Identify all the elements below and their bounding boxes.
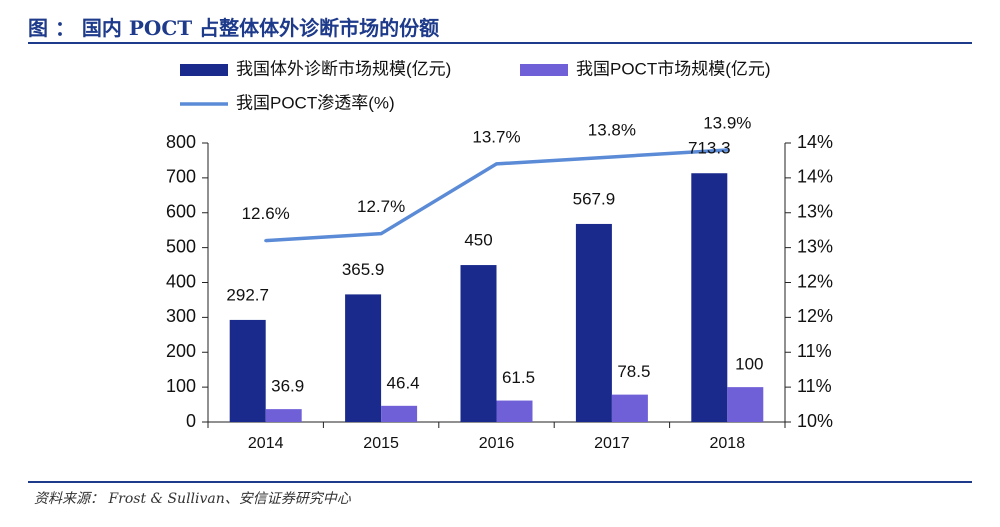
bar-poct	[496, 400, 533, 422]
rate-point	[495, 162, 498, 166]
legend-swatch	[180, 64, 228, 76]
y-left-tick-label: 300	[166, 306, 196, 326]
data-label-poct: 61.5	[502, 368, 535, 387]
y-right-tick-label: 11%	[797, 341, 832, 361]
x-tick-label: 2015	[363, 435, 399, 452]
bar-poct	[727, 387, 764, 422]
data-label-poct: 100	[735, 355, 763, 374]
rate-point	[610, 155, 614, 159]
line-series	[264, 148, 729, 243]
source-divider	[28, 481, 972, 483]
x-tick-label: 2017	[594, 435, 630, 452]
data-label-total: 567.9	[573, 189, 616, 208]
data-label-rate: 12.6%	[242, 204, 290, 223]
y-right-tick-label: 12%	[797, 306, 833, 326]
bar-total	[691, 173, 728, 422]
x-tick-label: 2016	[479, 435, 515, 452]
y-right-tick-label: 12%	[797, 271, 833, 291]
y-left-tick-label: 0	[186, 411, 196, 431]
y-left-tick-label: 200	[166, 341, 196, 361]
rate-point	[379, 232, 383, 236]
y-left-tick-label: 500	[166, 236, 196, 256]
legend-entry-label: 我国POCT渗透率(%)	[236, 93, 395, 112]
y-right-tick-label: 14%	[797, 167, 833, 187]
y-left-tick-label: 800	[166, 132, 196, 152]
data-label-rate: 12.7%	[357, 197, 405, 216]
legend-swatch	[520, 64, 568, 76]
y-right-tick-label: 14%	[797, 132, 833, 152]
title-divider	[28, 42, 972, 44]
rate-point	[725, 148, 729, 152]
bar-poct	[611, 394, 648, 422]
axes: 0 100 200 300 400 500 600 700 800 10% 11% 11% 12% 12%…	[166, 132, 833, 452]
legend-entry-label: 我国POCT市场规模(亿元)	[576, 59, 771, 78]
bars	[229, 173, 764, 422]
y-right-tick-label: 13%	[797, 202, 833, 222]
data-label-total: 713.3	[688, 139, 731, 158]
data-label-total: 292.7	[226, 285, 269, 304]
data-label-poct: 36.9	[271, 377, 304, 396]
data-label-total: 365.9	[342, 260, 385, 279]
data-label-rate: 13.8%	[588, 120, 636, 139]
rate-point	[264, 239, 268, 243]
bar-total	[229, 319, 266, 422]
y-right-tick-label: 11%	[797, 376, 832, 396]
figure-title: 图 ： 国内 POCT 占整体体外诊断市场的份额	[28, 16, 440, 40]
data-label-rate: 13.7%	[472, 127, 520, 146]
source-note: 资料来源： Frost & Sullivan、安信证券研究中心	[34, 491, 351, 507]
data-label-poct: 46.4	[387, 373, 420, 392]
bar-total	[460, 265, 497, 422]
x-tick-label: 2018	[710, 435, 746, 452]
y-right-tick-label: 13%	[797, 236, 833, 256]
bar-poct	[381, 405, 418, 422]
bar-total	[345, 294, 382, 422]
data-labels: 292.7 36.9 365.9 46.4 450 61.5 567.9 78.5 713.3 1…	[226, 113, 763, 395]
data-label-rate: 13.9%	[703, 113, 751, 132]
bar-total	[575, 223, 612, 422]
y-left-tick-label: 400	[166, 271, 196, 291]
x-tick-label: 2014	[248, 435, 284, 452]
y-left-tick-label: 600	[166, 202, 196, 222]
legend-entry-label: 我国体外诊断市场规模(亿元)	[236, 59, 451, 78]
data-label-total: 450	[464, 231, 492, 250]
y-right-tick-label: 10%	[797, 411, 833, 431]
data-label-poct: 78.5	[617, 362, 650, 381]
bar-poct	[265, 409, 302, 422]
y-left-tick-label: 100	[166, 376, 196, 396]
legend: 我国体外诊断市场规模(亿元) 我国POCT市场规模(亿元) 我国POCT渗透率(%)	[180, 59, 771, 112]
y-left-tick-label: 700	[166, 167, 196, 187]
